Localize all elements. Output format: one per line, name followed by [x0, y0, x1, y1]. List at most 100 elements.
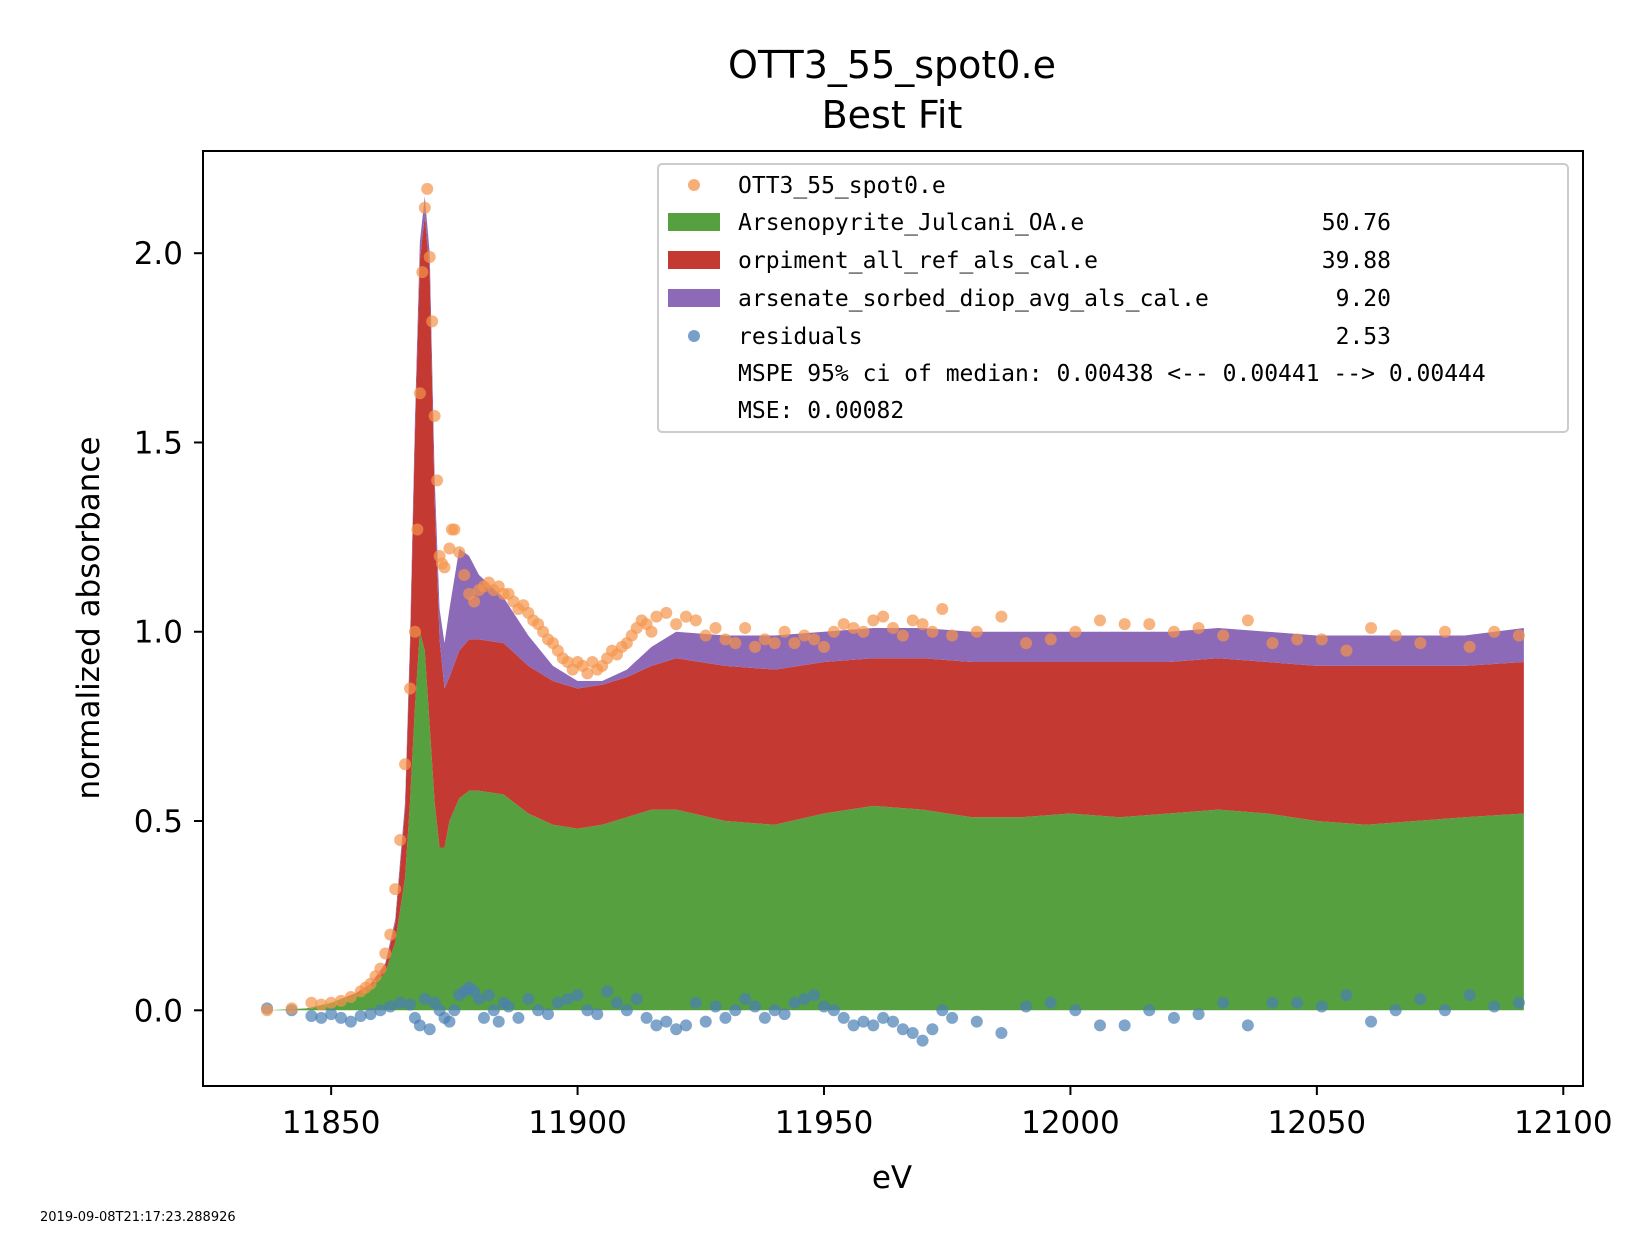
residual-point: [689, 996, 702, 1009]
data-point: [709, 621, 722, 634]
data-point: [1463, 640, 1476, 653]
data-point: [739, 621, 752, 634]
residual-point: [798, 992, 811, 1005]
legend-arsenate-patch: [668, 289, 720, 307]
data-point: [1192, 621, 1205, 634]
data-point: [877, 610, 890, 623]
legend-label-residuals: residuals: [738, 324, 863, 350]
data-point: [261, 1004, 274, 1017]
data-point: [729, 637, 742, 650]
data-point: [404, 682, 416, 695]
data-point: [1020, 637, 1033, 650]
residual-point: [887, 1015, 899, 1028]
residual-point: [502, 1000, 515, 1013]
data-point: [1291, 633, 1304, 646]
data-point: [1340, 644, 1353, 657]
data-point: [438, 561, 451, 574]
y-tick-label: 0.5: [134, 804, 183, 840]
residual-point: [1439, 1004, 1451, 1017]
residual-point: [448, 1004, 461, 1017]
data-point: [798, 629, 811, 642]
y-tick-label: 1.5: [134, 425, 183, 461]
residual-point: [591, 1008, 604, 1021]
residual-point: [630, 992, 643, 1005]
data-point: [389, 883, 402, 896]
residual-point: [660, 1015, 673, 1028]
data-point: [458, 568, 471, 581]
data-point: [453, 546, 466, 559]
data-point: [680, 610, 692, 623]
data-point: [926, 625, 939, 638]
residual-point: [926, 1023, 939, 1036]
data-point: [808, 633, 821, 646]
residual-point: [1044, 996, 1057, 1009]
residual-point: [739, 992, 752, 1005]
data-point: [1389, 629, 1402, 642]
area-orpiment: [267, 215, 1524, 1011]
chart-subtitle: Best Fit: [822, 93, 963, 137]
residual-point: [877, 1011, 890, 1024]
data-point: [418, 201, 431, 214]
legend-value-residuals: 2.53: [1336, 324, 1391, 350]
plot-area: [261, 182, 1525, 1047]
data-point: [413, 387, 426, 400]
residual-point: [542, 1008, 554, 1021]
data-point: [1315, 633, 1328, 646]
residual-point: [650, 1019, 663, 1032]
data-point: [1365, 621, 1378, 634]
residual-point: [1094, 1019, 1106, 1032]
residual-point: [1291, 996, 1304, 1009]
data-point: [896, 629, 909, 642]
data-point: [936, 603, 949, 616]
legend-residuals-marker: [688, 330, 700, 342]
residual-point: [384, 1000, 397, 1013]
timestamp: 2019-09-08T21:17:23.288926: [40, 1210, 236, 1225]
legend-box: [657, 163, 1569, 433]
data-point: [416, 266, 429, 279]
residual-point: [837, 1011, 850, 1024]
x-tick-label: 12100: [1514, 1105, 1613, 1141]
residual-point: [443, 1015, 456, 1028]
residual-point: [906, 1027, 919, 1039]
data-point: [335, 994, 347, 1007]
data-point: [1488, 625, 1501, 638]
data-point: [970, 625, 983, 638]
axis-ticks: 11850 11900 11950 12000 12050 12100 0.0 0.5 1.0 1…: [134, 236, 1613, 1141]
data-point: [379, 947, 392, 960]
data-point: [788, 637, 801, 650]
residual-point: [778, 1008, 791, 1021]
residual-point: [827, 1004, 840, 1017]
x-tick-label: 11850: [282, 1105, 381, 1141]
residual-point: [680, 1019, 692, 1032]
x-tick-label: 11900: [528, 1105, 627, 1141]
residual-point: [916, 1034, 929, 1047]
residual-point: [867, 1019, 880, 1032]
legend-data-marker: [688, 179, 700, 191]
residual-point: [344, 1015, 357, 1028]
data-point: [285, 1002, 298, 1015]
residual-point: [354, 1009, 367, 1022]
x-axis-label: eV: [872, 1160, 912, 1196]
y-axis-label: normalized absorbance: [71, 436, 107, 799]
residual-point: [1315, 1000, 1328, 1013]
residual-point: [946, 1011, 959, 1024]
x-tick-label: 12000: [1021, 1105, 1120, 1141]
y-tick-label: 0.0: [134, 993, 183, 1029]
residual-point: [482, 989, 495, 1002]
x-tick-label: 11950: [775, 1105, 874, 1141]
legend-label-orpiment: orpiment_all_ref_als_cal.e: [738, 248, 1098, 274]
residual-point: [315, 1011, 328, 1024]
residual-point: [896, 1023, 909, 1036]
legend-arsenopyrite-patch: [668, 213, 720, 231]
residual-point: [561, 992, 574, 1005]
residual-point: [1217, 996, 1230, 1009]
data-point: [468, 595, 481, 608]
residual-point: [477, 1011, 490, 1024]
residual-point: [492, 1015, 505, 1028]
data-point: [411, 523, 424, 536]
plot-frame: [202, 150, 1584, 1087]
data-point: [1241, 614, 1254, 627]
residual-point: [305, 1009, 318, 1022]
residual-point: [473, 992, 485, 1005]
residual-point: [1143, 1004, 1156, 1017]
